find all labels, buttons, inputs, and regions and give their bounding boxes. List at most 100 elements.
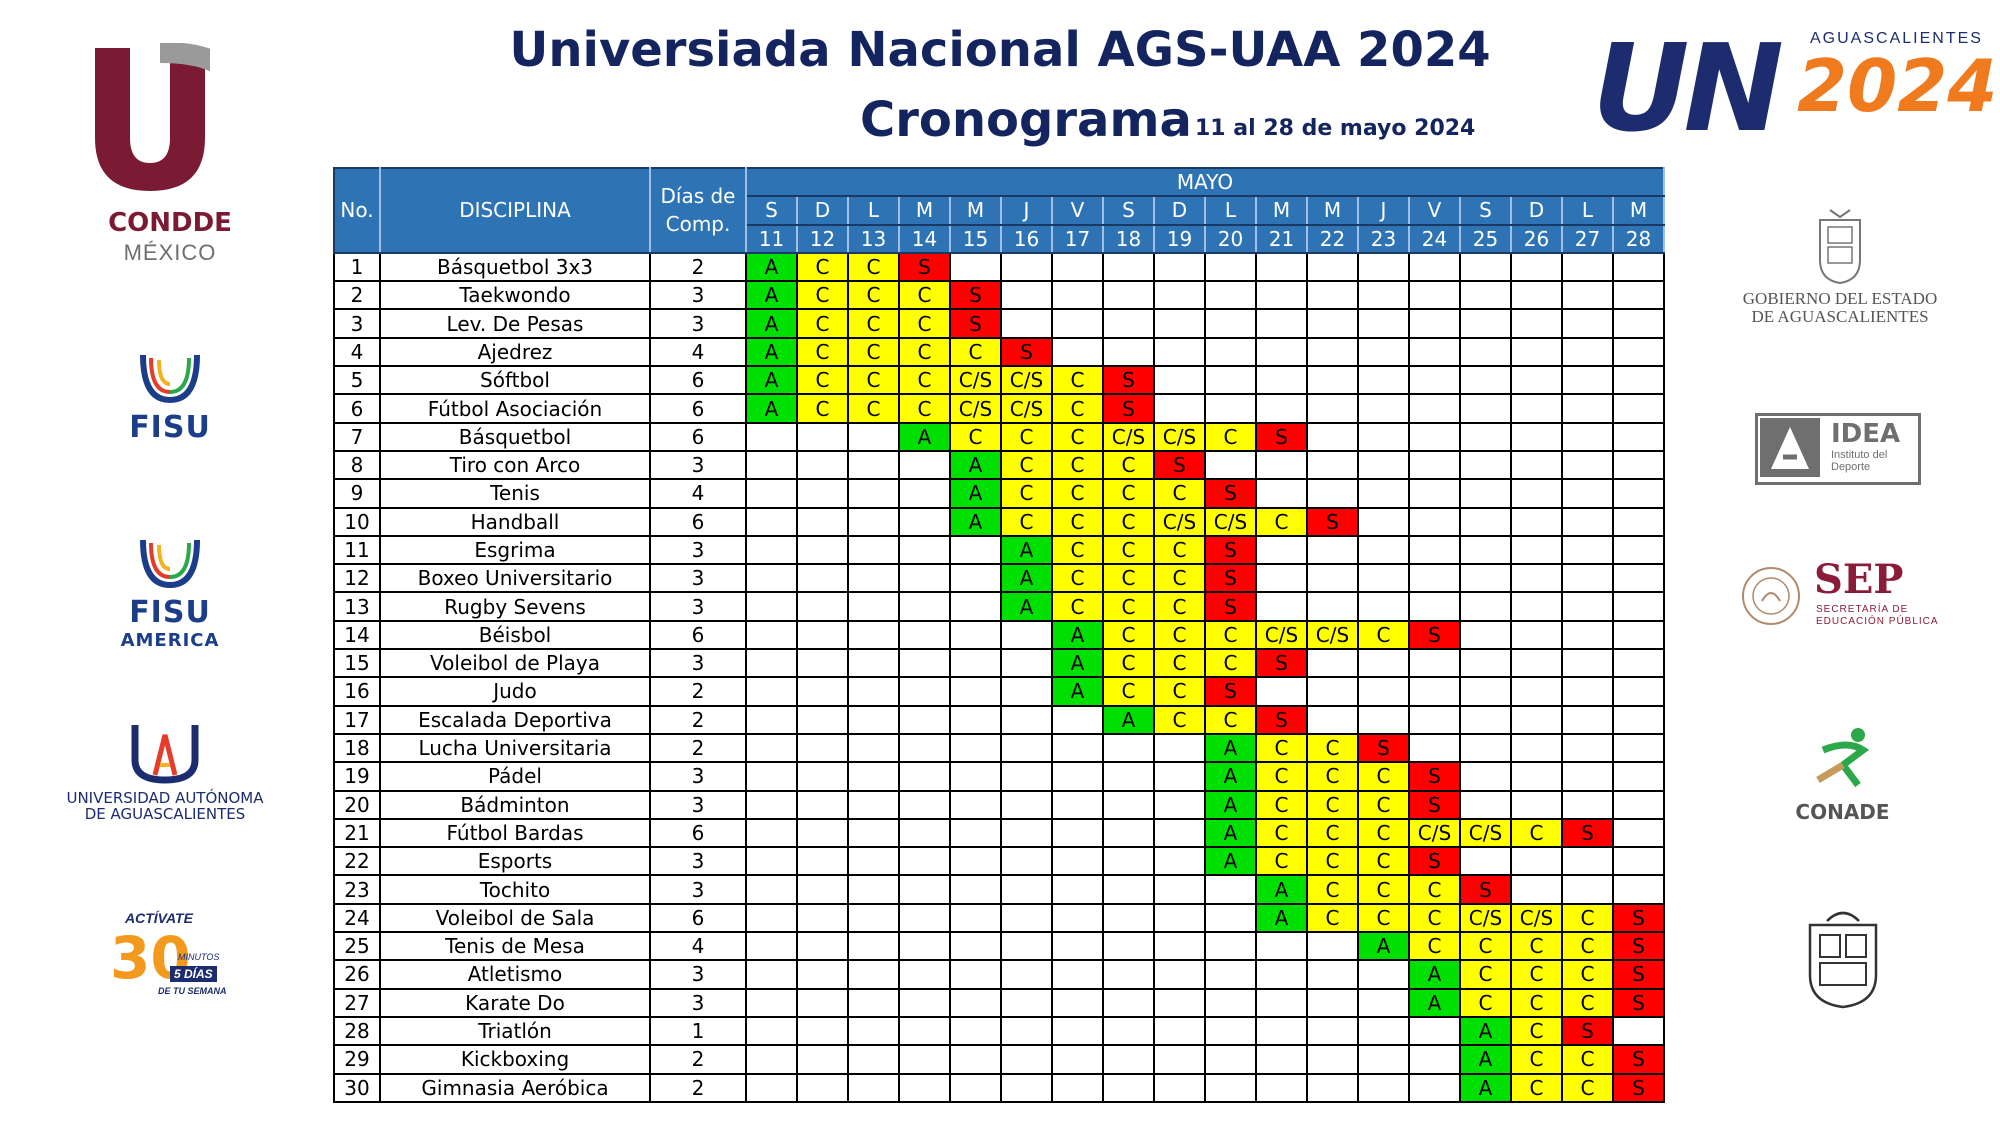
schedule-cell: A bbox=[1204, 732, 1257, 764]
schedule-cell bbox=[1255, 336, 1308, 368]
schedule-cell: C bbox=[898, 280, 951, 311]
fisu-america-logo: FISU AMERICA bbox=[105, 535, 235, 651]
schedule-cell bbox=[1612, 336, 1665, 368]
schedule-cell bbox=[1357, 506, 1410, 537]
discipline-name: Sóftbol bbox=[379, 365, 651, 396]
schedule-cell bbox=[1612, 308, 1665, 339]
schedule-cell bbox=[1459, 308, 1512, 339]
schedule-cell: S bbox=[1204, 676, 1257, 707]
schedule-cell bbox=[1561, 563, 1614, 594]
schedule-cell bbox=[1102, 280, 1155, 311]
schedule-cell bbox=[1255, 591, 1308, 622]
schedule-cell bbox=[1306, 308, 1359, 339]
schedule-cell: A bbox=[745, 393, 798, 424]
schedule-cell bbox=[1459, 732, 1512, 764]
row-number: 11 bbox=[333, 534, 381, 566]
idea-subtitle-1: Instituto del bbox=[1831, 449, 1888, 461]
table-row: 8 Tiro con Arco 3 A C C C S bbox=[333, 449, 1665, 481]
schedule-cell: A bbox=[1051, 619, 1104, 651]
schedule-cell bbox=[1612, 563, 1665, 594]
schedule-cell bbox=[847, 902, 900, 934]
schedule-cell bbox=[796, 902, 849, 934]
schedule-cell: S bbox=[1408, 789, 1461, 820]
schedule-cell bbox=[1000, 704, 1053, 735]
schedule-cell: C bbox=[1306, 761, 1359, 792]
schedule-cell: C bbox=[1051, 421, 1104, 452]
schedule-cell bbox=[1357, 591, 1410, 622]
schedule-cell bbox=[1459, 846, 1512, 877]
schedule-cell: C/S bbox=[1408, 817, 1461, 849]
schedule-cell bbox=[1510, 393, 1563, 424]
schedule-cell: C bbox=[1255, 846, 1308, 877]
schedule-cell: C bbox=[1153, 648, 1206, 679]
schedule-cell bbox=[1561, 251, 1614, 283]
schedule-cell bbox=[1000, 959, 1053, 990]
schedule-cell bbox=[1306, 393, 1359, 424]
state-shield-icon bbox=[1819, 209, 1861, 285]
discipline-name: Esgrima bbox=[379, 534, 651, 566]
schedule-cell bbox=[1357, 478, 1410, 509]
schedule-cell bbox=[1000, 1015, 1053, 1047]
schedule-cell bbox=[1255, 1072, 1308, 1103]
competition-days: 2 bbox=[649, 1072, 747, 1103]
schedule-cell bbox=[1153, 817, 1206, 849]
schedule-cell: C bbox=[1051, 591, 1104, 622]
schedule-cell bbox=[796, 1044, 849, 1075]
schedule-cell bbox=[1204, 1015, 1257, 1047]
schedule-cell bbox=[1561, 704, 1614, 735]
schedule-cell bbox=[1510, 534, 1563, 566]
schedule-cell bbox=[1459, 393, 1512, 424]
schedule-cell bbox=[1000, 251, 1053, 283]
schedule-cell bbox=[1408, 676, 1461, 707]
conade-logo: CONADE bbox=[1780, 725, 1905, 835]
schedule-cell: A bbox=[1204, 789, 1257, 820]
sep-logo: SEP SECRETARÍA DE EDUCACIÓN PÚBLICA bbox=[1740, 556, 1955, 635]
schedule-cell: S bbox=[1204, 534, 1257, 566]
day-number-header: 14 bbox=[898, 223, 951, 254]
schedule-cell bbox=[1561, 846, 1614, 877]
schedule-cell bbox=[847, 676, 900, 707]
day-number-header: 13 bbox=[847, 223, 900, 254]
row-number: 26 bbox=[333, 959, 381, 990]
schedule-cell bbox=[949, 1044, 1002, 1075]
row-number: 1 bbox=[333, 251, 381, 283]
schedule-cell bbox=[898, 449, 951, 481]
schedule-cell bbox=[1102, 789, 1155, 820]
schedule-cell bbox=[898, 959, 951, 990]
competition-days: 3 bbox=[649, 308, 747, 339]
schedule-cell bbox=[796, 732, 849, 764]
schedule-cell bbox=[1459, 761, 1512, 792]
schedule-cell: C bbox=[1102, 506, 1155, 537]
schedule-cell bbox=[898, 1015, 951, 1047]
schedule-cell: C bbox=[898, 393, 951, 424]
schedule-cell bbox=[1306, 251, 1359, 283]
un-2024-logo: UN AGUASCALIENTES 2024 bbox=[1592, 20, 1997, 159]
schedule-cell: A bbox=[1000, 563, 1053, 594]
schedule-cell: A bbox=[1204, 817, 1257, 849]
schedule-cell bbox=[745, 534, 798, 566]
competition-days: 3 bbox=[649, 959, 747, 990]
schedule-cell bbox=[1510, 648, 1563, 679]
schedule-cell: S bbox=[1255, 648, 1308, 679]
table-row: 13 Rugby Sevens 3 A C C C S bbox=[333, 591, 1665, 622]
schedule-cell: C bbox=[1357, 846, 1410, 877]
day-number-header: 22 bbox=[1306, 223, 1359, 254]
activate-text: ACTÍVATE bbox=[125, 910, 193, 926]
schedule-cell: C bbox=[1153, 478, 1206, 509]
schedule-cell bbox=[1612, 365, 1665, 396]
conade-text: CONADE bbox=[1795, 800, 1890, 824]
sep-subtitle-2: EDUCACIÓN PÚBLICA bbox=[1816, 616, 1939, 627]
schedule-cell bbox=[847, 449, 900, 481]
schedule-cell bbox=[1408, 280, 1461, 311]
schedule-cell: C bbox=[1408, 874, 1461, 905]
schedule-cell bbox=[1459, 591, 1512, 622]
schedule-cell bbox=[1612, 393, 1665, 424]
schedule-cell bbox=[1459, 619, 1512, 651]
schedule-cell bbox=[1306, 704, 1359, 735]
schedule-cell bbox=[1255, 931, 1308, 962]
schedule-cell bbox=[745, 987, 798, 1018]
coat-of-arms-icon bbox=[1808, 911, 1878, 1009]
schedule-cell bbox=[745, 1072, 798, 1103]
schedule-cell: A bbox=[1255, 874, 1308, 905]
